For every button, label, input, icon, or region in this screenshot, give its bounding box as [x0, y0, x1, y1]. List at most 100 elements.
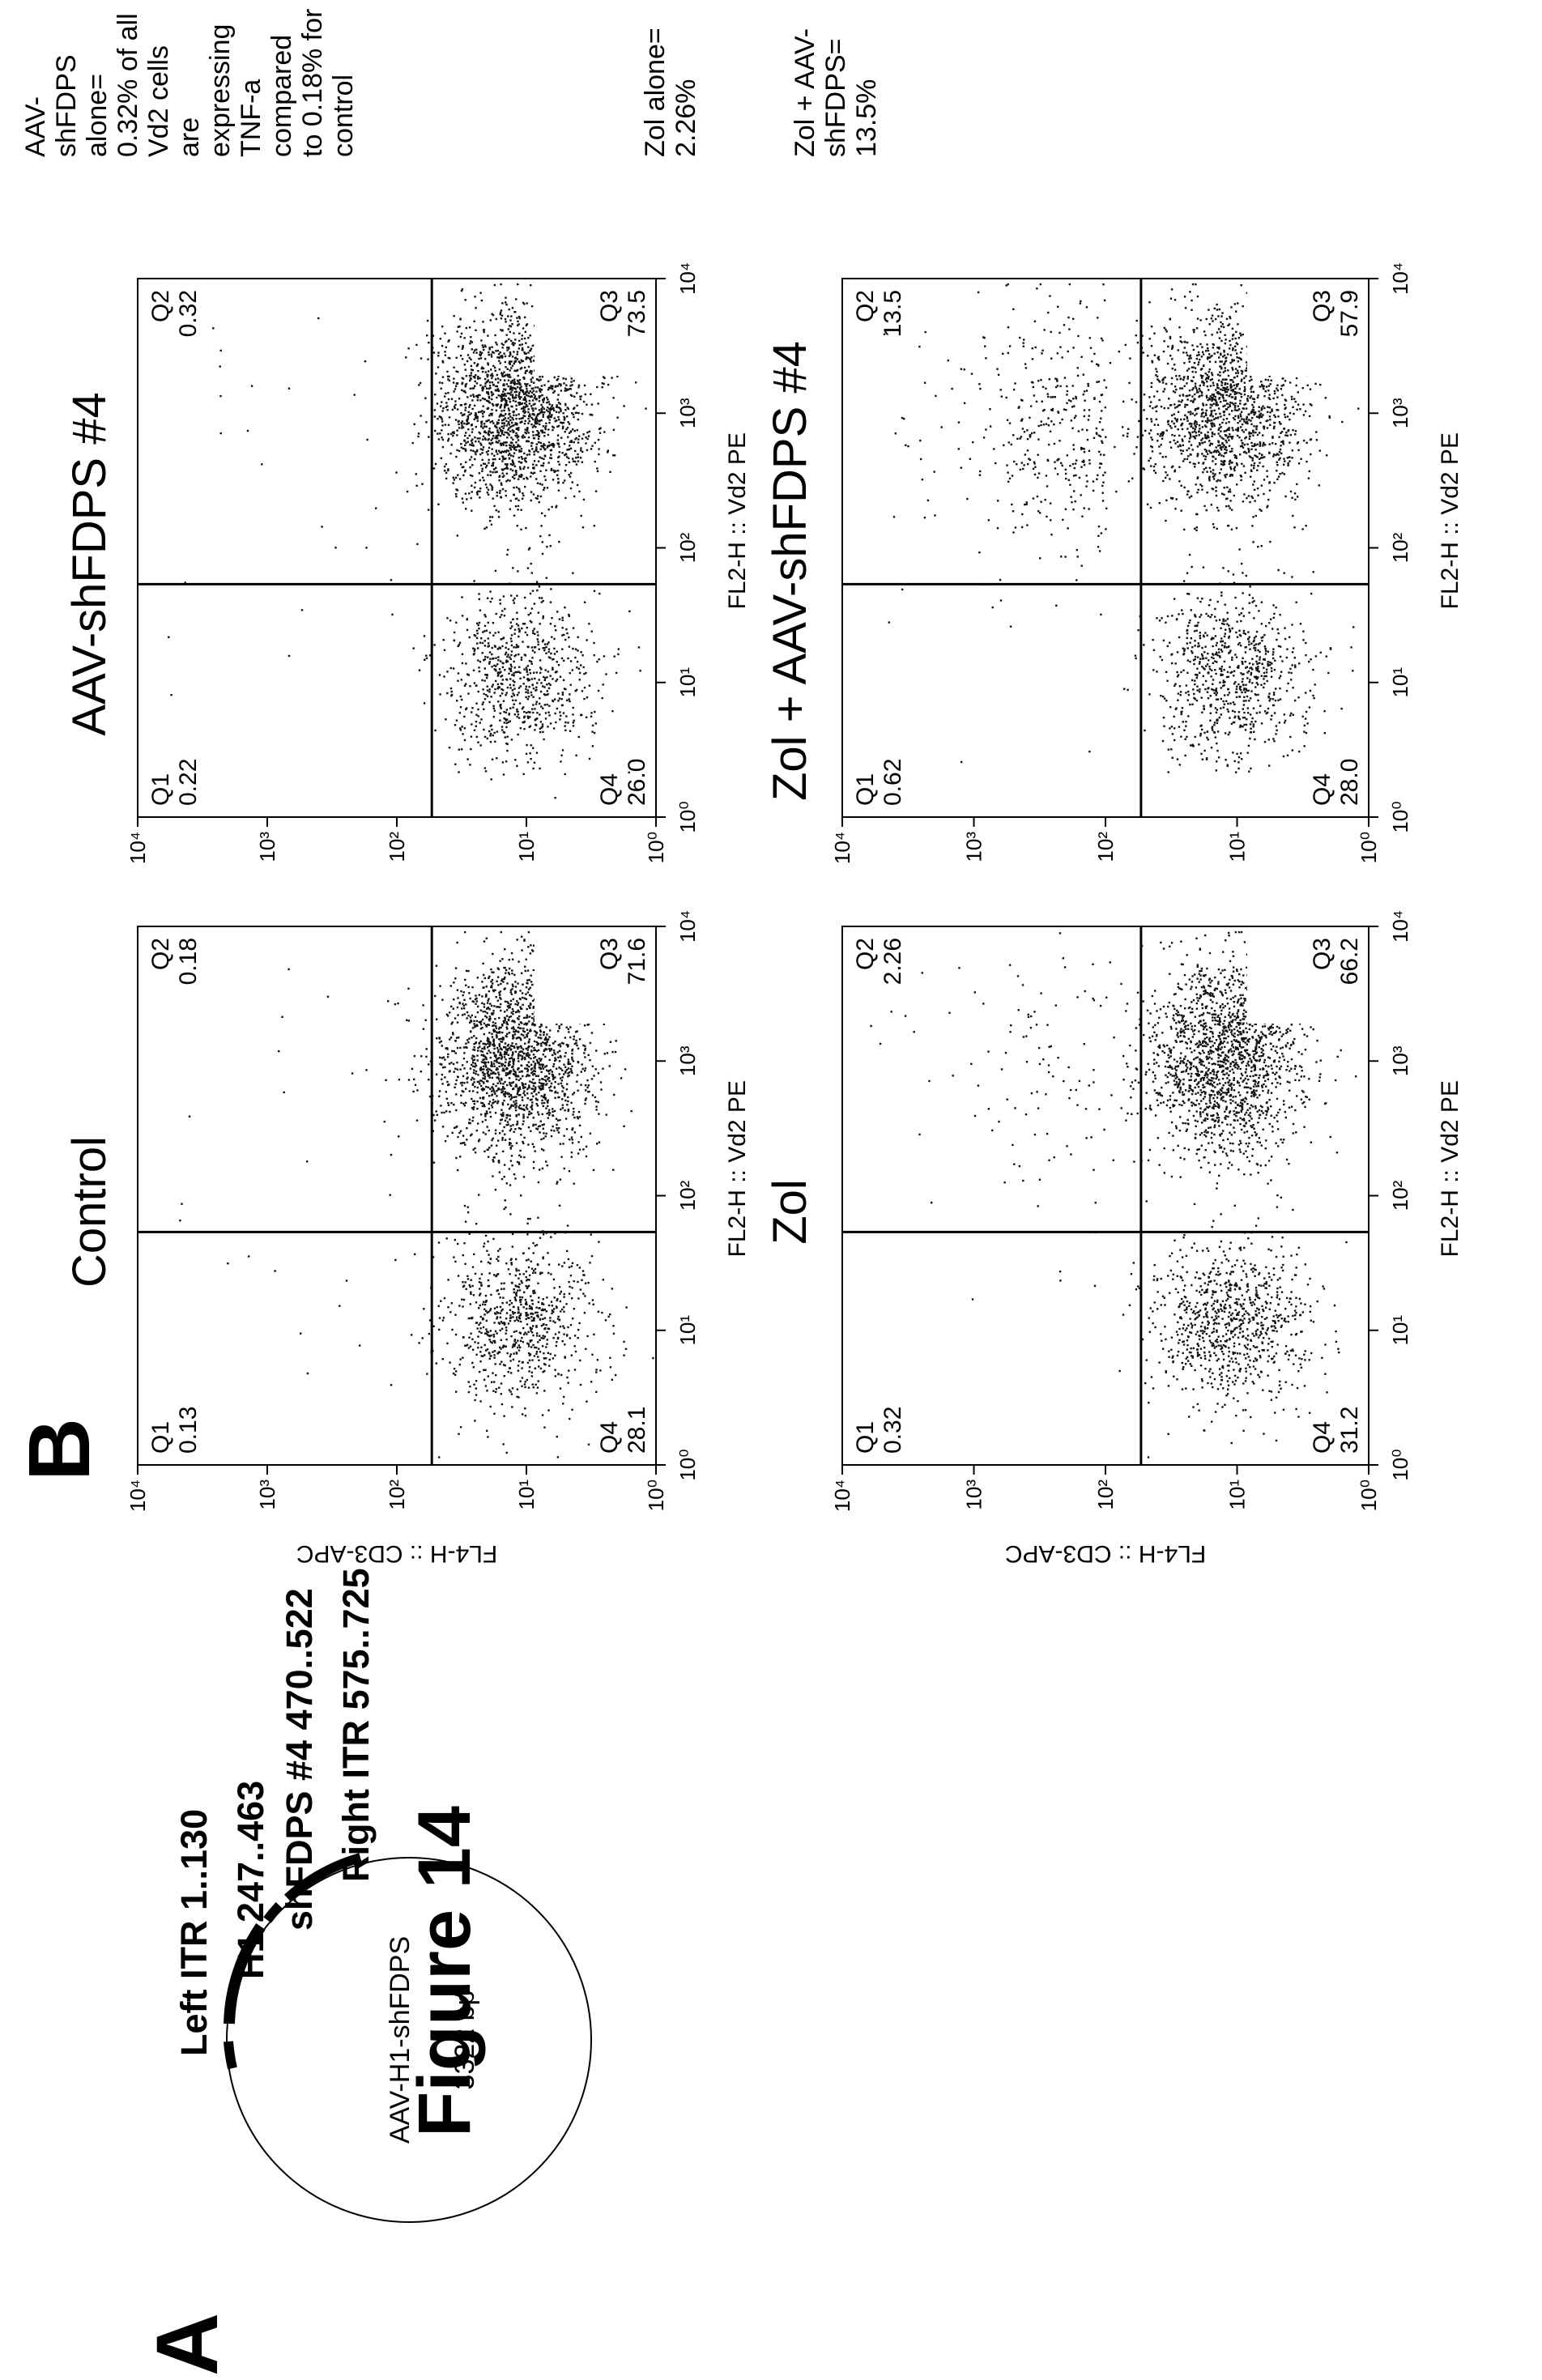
annotation-zol-aav-line: Zol + AAV-: [790, 28, 820, 157]
annotation-top-line: alone=: [82, 74, 113, 157]
q2-name: Q2: [147, 938, 174, 970]
y-tick-label: 10⁴: [126, 1480, 150, 1512]
q4-name: Q4: [596, 773, 623, 806]
q3-name: Q3: [596, 938, 623, 970]
q4-value: 28.0: [1336, 759, 1363, 806]
plasmid-name: AAV-H1-shFDPS: [385, 1936, 415, 2144]
plasmid-feature-left-itr: [224, 2041, 237, 2070]
q1-value: 0.13: [175, 1407, 202, 1454]
q2-name: Q2: [852, 290, 879, 322]
y-tick-label: 10⁴: [126, 832, 150, 864]
x-tick-label: 10⁰: [1388, 1449, 1412, 1480]
x-tick-label: 10²: [675, 1180, 700, 1211]
annotation-zol-line: 2.26%: [671, 79, 701, 157]
annotation-top-line: shFDPS: [51, 54, 82, 157]
feature-label-right-itr: Right ITR 575..725: [335, 1568, 377, 1882]
plot-title: Zol + AAV-shFDPS #4: [764, 341, 816, 801]
q3-name: Q3: [596, 290, 623, 322]
panel-b-letter: B: [10, 1418, 108, 1481]
plasmid-feature-right-itr: [283, 1853, 362, 1902]
annotation-top-line: TNF-a: [236, 79, 266, 157]
annotation-top-line: are: [174, 117, 205, 157]
q1-name: Q1: [852, 1421, 879, 1454]
plot-dots: [883, 283, 1360, 773]
x-tick-label: 10⁰: [675, 801, 700, 832]
y-tick-label: 10³: [962, 1480, 986, 1510]
y-axis-label: FL4-H :: CD3-APC: [296, 1540, 497, 1567]
q1-value: 0.62: [880, 759, 906, 806]
x-axis-label: FL2-H :: Vd2 PE: [1437, 432, 1463, 609]
q2-value: 0.18: [175, 938, 202, 985]
flow-plot-4: 10⁰ 10⁰ 10¹ 10¹ 10² 10² 10³ 10³ 10⁴ 10⁴ Q1 0.62 Q2 13…: [764, 262, 1463, 864]
y-axis-label: FL4-H :: CD3-APC: [1005, 1540, 1206, 1567]
x-tick-label: 10¹: [675, 667, 700, 698]
y-tick-label: 10²: [1093, 832, 1118, 862]
annotation-top-line: compared: [266, 35, 297, 157]
x-tick-label: 10⁰: [675, 1449, 700, 1480]
q3-value: 73.5: [624, 290, 650, 337]
x-axis-label: FL2-H :: Vd2 PE: [724, 432, 751, 609]
q2-name: Q2: [147, 290, 174, 322]
q3-label-box: [1247, 280, 1367, 376]
x-tick-label: 10³: [1388, 1045, 1412, 1076]
y-tick-label: 10²: [385, 832, 409, 862]
feature-label-left-itr: Left ITR 1..130: [173, 1809, 215, 2056]
q2-value: 13.5: [880, 290, 906, 337]
flow-plot-3: 10⁰ 10⁰ 10¹ 10¹ 10² 10² 10³ 10³ 10⁴ 10⁴ Q1 0.32 Q2 2.…: [764, 910, 1463, 1512]
x-axis-label: FL2-H :: Vd2 PE: [1437, 1080, 1463, 1257]
y-tick-label: 10⁴: [830, 832, 854, 864]
q4-name: Q4: [596, 1421, 623, 1454]
q3-name: Q3: [1309, 938, 1335, 970]
q4-value: 31.2: [1336, 1407, 1363, 1454]
x-tick-label: 10³: [675, 1045, 700, 1076]
q4-value: 28.1: [624, 1407, 650, 1454]
q3-value: 57.9: [1336, 290, 1363, 337]
y-tick-label: 10³: [962, 832, 986, 862]
y-tick-label: 10⁴: [830, 1480, 854, 1512]
x-tick-label: 10⁴: [1388, 262, 1412, 295]
plot-dots: [870, 930, 1357, 1458]
y-tick-label: 10¹: [1225, 1480, 1250, 1510]
annotation-top-line: Vd2 cells: [143, 45, 174, 157]
feature-label-shfdps: shFDPS #4 470..522: [279, 1588, 320, 1931]
annotation-top-line: 0.32% of all: [113, 13, 143, 157]
annotation-zol-aav-line: shFDPS=: [820, 39, 851, 157]
feature-label-h1: H1 247..463: [230, 1781, 271, 1979]
y-tick-label: 10⁰: [644, 1480, 668, 1511]
q1-value: 0.32: [880, 1407, 906, 1454]
q3-label-box: [535, 928, 654, 1024]
q2-value: 2.26: [880, 938, 906, 985]
y-tick-label: 10¹: [514, 832, 539, 862]
q3-label-box: [535, 280, 654, 376]
x-tick-label: 10³: [675, 398, 700, 428]
q1-value: 0.22: [175, 759, 202, 806]
plot-title: AAV-shFDPS #4: [63, 392, 116, 735]
y-tick-label: 10¹: [1225, 832, 1250, 862]
plot-dots: [168, 283, 647, 799]
y-tick-label: 10⁰: [644, 832, 668, 863]
x-tick-label: 10²: [1388, 532, 1412, 563]
x-tick-label: 10⁴: [675, 262, 700, 295]
annotations: AAV-shFDPS alone= 0.32% of all Vd2 cells are…: [20, 9, 882, 157]
y-tick-label: 10⁰: [1357, 832, 1381, 863]
plot-title: Zol: [764, 1179, 816, 1245]
q2-name: Q2: [852, 938, 879, 970]
x-tick-label: 10⁰: [1388, 801, 1412, 832]
y-tick-label: 10²: [385, 1480, 409, 1510]
q3-name: Q3: [1309, 290, 1335, 322]
y-tick-label: 10¹: [514, 1480, 539, 1510]
y-tick-label: 10³: [255, 1480, 279, 1510]
q4-name: Q4: [1309, 1421, 1335, 1454]
q4-name: Q4: [1309, 773, 1335, 806]
x-tick-label: 10⁴: [1388, 910, 1412, 943]
y-tick-label: 10³: [255, 832, 279, 862]
q1-name: Q1: [147, 773, 174, 806]
q3-label-box: [1247, 928, 1367, 1024]
plasmid-feature-shfdps: [263, 1901, 283, 1923]
x-tick-label: 10²: [675, 532, 700, 563]
x-tick-label: 10³: [1388, 398, 1412, 428]
q3-value: 71.6: [624, 938, 650, 985]
annotation-top-line: AAV-: [20, 96, 51, 157]
